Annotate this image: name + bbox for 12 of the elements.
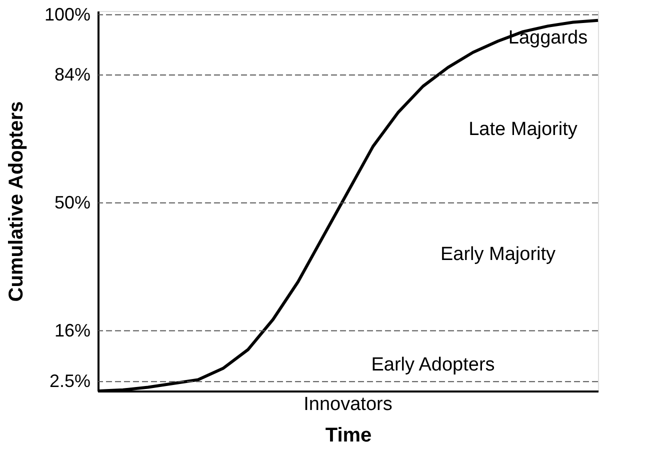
text: Innovators — [304, 394, 392, 415]
x-axis-title: Time — [325, 424, 372, 446]
y-tick-label: 50% — [54, 192, 90, 212]
y-tick-label: 16% — [54, 320, 90, 340]
y-axis-title: Cumulative Adopters — [5, 101, 28, 302]
annotation: Late Majority — [468, 118, 578, 140]
annotation: Early Majority — [440, 244, 556, 266]
y-tick-label: 2.5% — [49, 371, 90, 392]
annotation: Laggards — [508, 28, 588, 49]
y-tick-label: 84% — [54, 64, 90, 84]
annotation: Early Adopters — [371, 354, 495, 376]
y-tick-label: 100% — [44, 4, 90, 24]
